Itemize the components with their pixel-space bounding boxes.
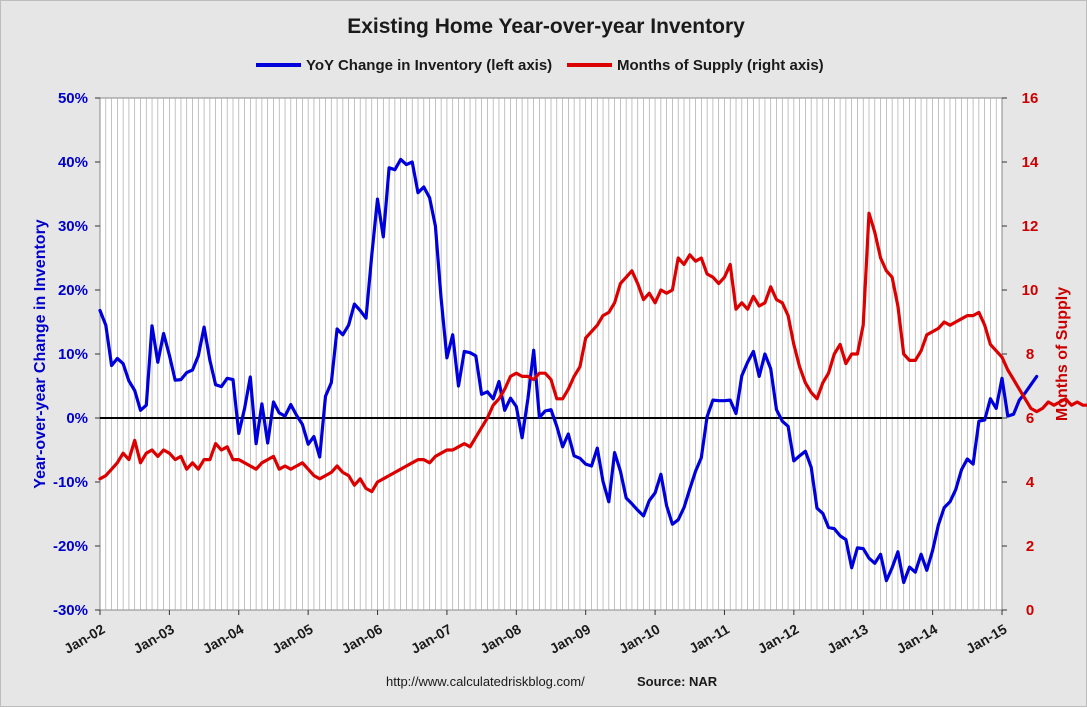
x-tick-label: Jan-03 xyxy=(130,621,177,657)
series-lines xyxy=(98,157,1087,585)
right-axis: 0 2 4 6 8 10 12 14 16 xyxy=(1002,90,1039,619)
right-tick-label: 2 xyxy=(1026,538,1034,555)
x-tick-label: Jan-15 xyxy=(963,621,1010,657)
right-tick-label: 16 xyxy=(1022,90,1039,107)
x-tick-label: Jan-04 xyxy=(200,621,247,657)
chart-title: Existing Home Year-over-year Inventory xyxy=(347,15,745,38)
x-tick-label: Jan-11 xyxy=(686,621,732,657)
left-tick-label: -20% xyxy=(53,538,88,555)
series-line-supply xyxy=(98,211,1087,494)
right-tick-label: 4 xyxy=(1026,474,1035,491)
x-tick-label: Jan-09 xyxy=(547,621,594,657)
x-tick-label: Jan-12 xyxy=(755,621,802,657)
left-tick-label: 0% xyxy=(66,410,88,427)
source-label: Source: NAR xyxy=(637,674,718,689)
left-axis: -30% -20% -10% 0% 10% 20% 30% 40% 50% xyxy=(53,90,100,619)
x-tick-label: Jan-02 xyxy=(61,621,108,657)
right-tick-label: 12 xyxy=(1022,218,1039,235)
x-tick-label: Jan-07 xyxy=(408,621,455,657)
x-tick-label: Jan-05 xyxy=(269,621,316,657)
right-tick-label: 6 xyxy=(1026,410,1034,427)
left-tick-label: -10% xyxy=(53,474,88,491)
left-axis-label: Year-over-year Change in Inventory xyxy=(32,219,49,489)
right-tick-label: 14 xyxy=(1022,154,1039,171)
x-axis: Jan-02 Jan-03 Jan-04 Jan-05 Jan-06 Jan-07 Jan-… xyxy=(61,610,1010,657)
x-tick-label: Jan-06 xyxy=(339,621,386,657)
left-tick-label: 10% xyxy=(58,346,88,363)
left-tick-label: 30% xyxy=(58,218,88,235)
x-tick-label: Jan-14 xyxy=(894,621,941,657)
legend-label-supply: Months of Supply (right axis) xyxy=(617,57,824,74)
right-tick-label: 0 xyxy=(1026,602,1034,619)
source-url: http://www.calculatedriskblog.com/ xyxy=(386,674,585,689)
legend-label-inventory: YoY Change in Inventory (left axis) xyxy=(306,57,552,74)
left-tick-label: 20% xyxy=(58,282,88,299)
x-tick-label: Jan-10 xyxy=(616,621,663,657)
left-tick-label: 50% xyxy=(58,90,88,107)
series-line-inventory xyxy=(98,157,1039,585)
right-axis-label: Months of Supply xyxy=(1054,287,1071,421)
right-tick-label: 10 xyxy=(1022,282,1039,299)
right-tick-label: 8 xyxy=(1026,346,1034,363)
left-tick-label: -30% xyxy=(53,602,88,619)
left-tick-label: 40% xyxy=(58,154,88,171)
x-tick-label: Jan-08 xyxy=(477,621,524,657)
legend: YoY Change in Inventory (left axis) Mont… xyxy=(256,57,824,74)
x-tick-label: Jan-13 xyxy=(824,621,871,657)
